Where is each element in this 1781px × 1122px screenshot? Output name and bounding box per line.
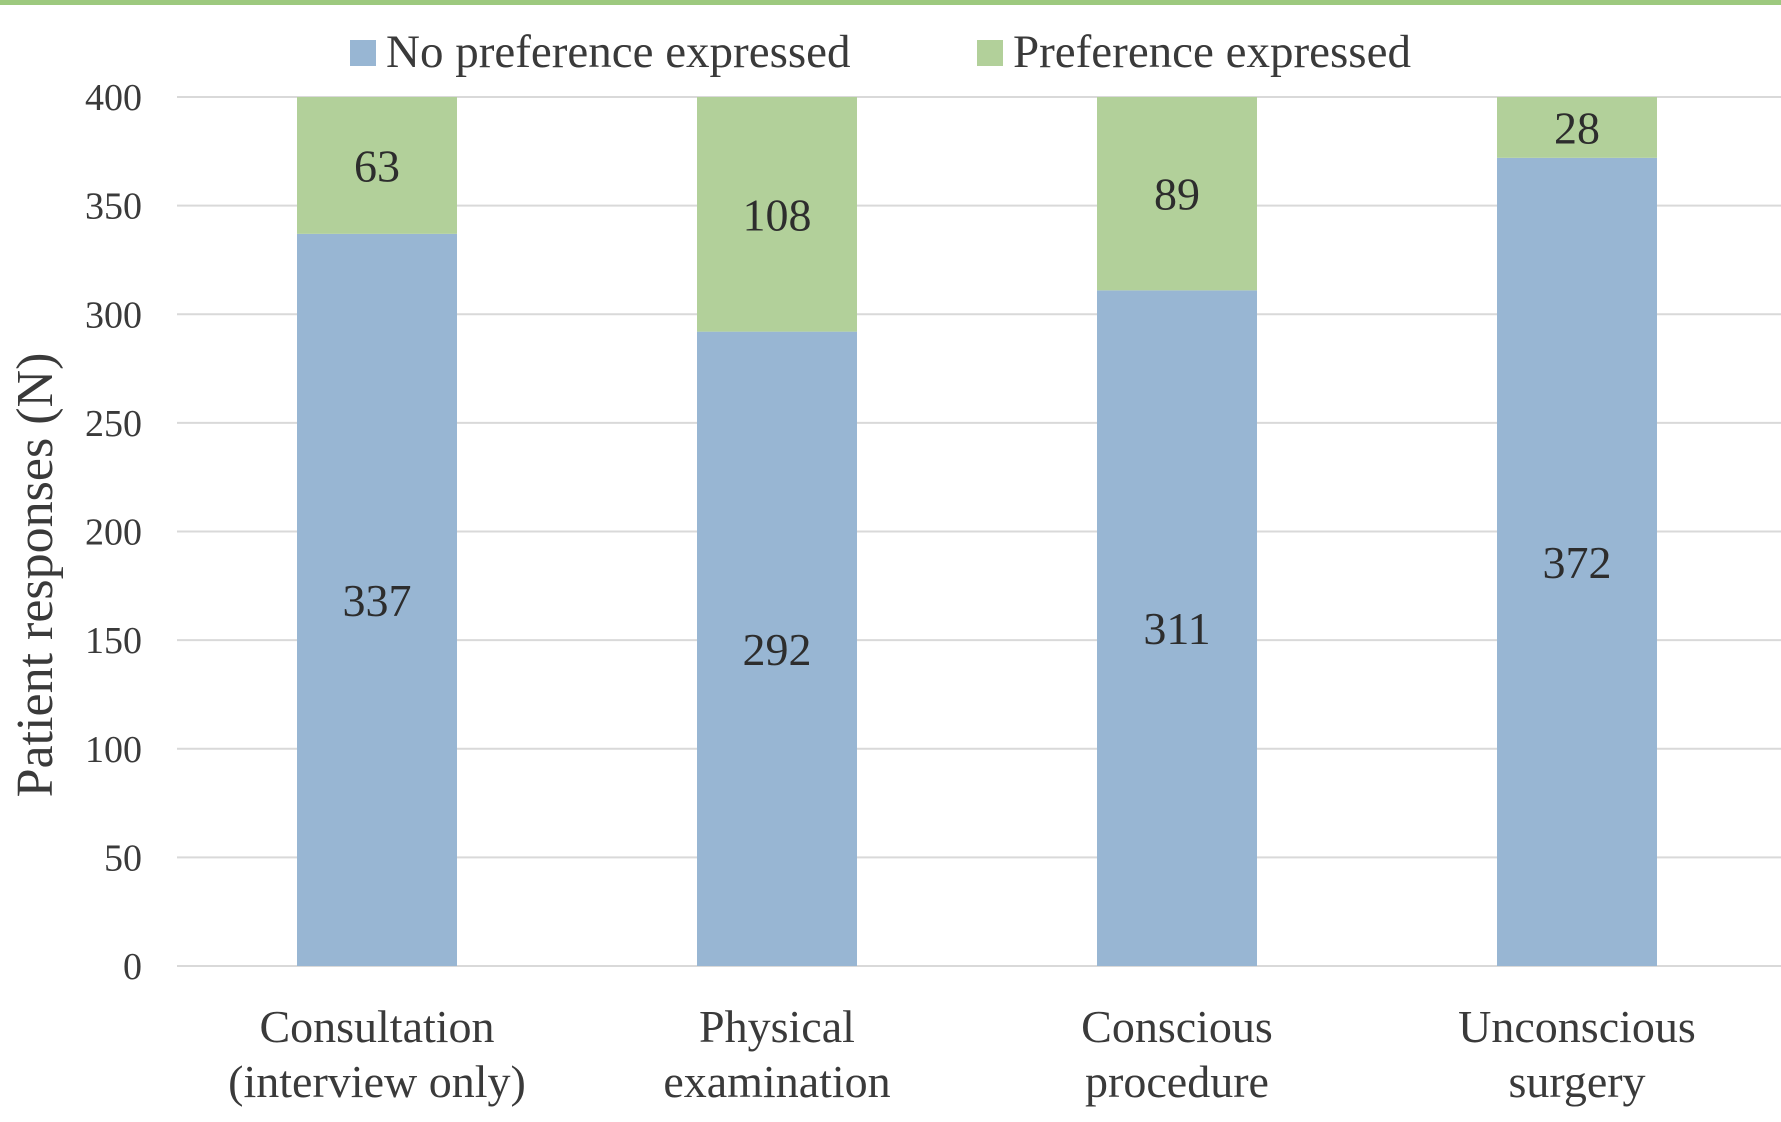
y-axis-title: Patient responses (N)	[7, 353, 64, 798]
bar-segment-no-preference	[297, 233, 457, 966]
x-axis-labels: Consultation(interview only) Physicalexam…	[228, 1001, 1696, 1107]
bar-segment-preference	[297, 97, 457, 234]
bar-segment-no-preference	[1097, 290, 1257, 966]
y-axis-ticks: 0 50 100 150 200 250 300 350 400	[85, 77, 142, 988]
data-label: 28	[1554, 102, 1600, 153]
x-category-label: (interview only)	[228, 1056, 526, 1107]
x-category-label: Consultation	[259, 1001, 494, 1052]
bars	[297, 97, 1657, 966]
bar-segment-preference	[1097, 97, 1257, 291]
bar-segment-preference	[1497, 97, 1657, 158]
chart-legend: No preference expressed Preference expres…	[350, 26, 1411, 78]
y-tick-label: 400	[85, 77, 142, 119]
y-tick-label: 250	[85, 403, 142, 445]
legend-swatch	[977, 40, 1003, 66]
x-category-label: Physical	[699, 1001, 855, 1052]
data-label: 63	[354, 140, 400, 191]
data-labels: 337 63 292 108 311 89 372 28	[343, 102, 1612, 674]
bar-segment-no-preference	[1497, 157, 1657, 966]
legend-label: Preference expressed	[1013, 26, 1411, 78]
data-label: 311	[1143, 603, 1210, 654]
data-label: 292	[743, 624, 812, 675]
bar-segment-preference	[697, 97, 857, 332]
x-category-label: procedure	[1085, 1056, 1269, 1107]
bar-segment-no-preference	[697, 331, 857, 966]
x-category-label: surgery	[1508, 1056, 1645, 1107]
y-tick-label: 300	[85, 294, 142, 336]
y-tick-label: 50	[104, 837, 142, 879]
y-tick-label: 150	[85, 620, 142, 662]
y-tick-label: 100	[85, 729, 142, 771]
data-label: 337	[343, 575, 412, 626]
data-label: 89	[1154, 169, 1200, 220]
x-category-label: examination	[663, 1056, 890, 1107]
x-category-label: Conscious	[1081, 1001, 1273, 1052]
y-tick-label: 0	[123, 946, 142, 988]
data-label: 372	[1543, 537, 1612, 588]
y-tick-label: 350	[85, 186, 142, 228]
x-category-label: Unconscious	[1458, 1001, 1696, 1052]
y-tick-label: 200	[85, 512, 142, 554]
legend-swatch	[350, 40, 376, 66]
top-border-rule	[0, 0, 1781, 5]
legend-label: No preference expressed	[386, 26, 851, 78]
data-label: 108	[743, 189, 812, 240]
